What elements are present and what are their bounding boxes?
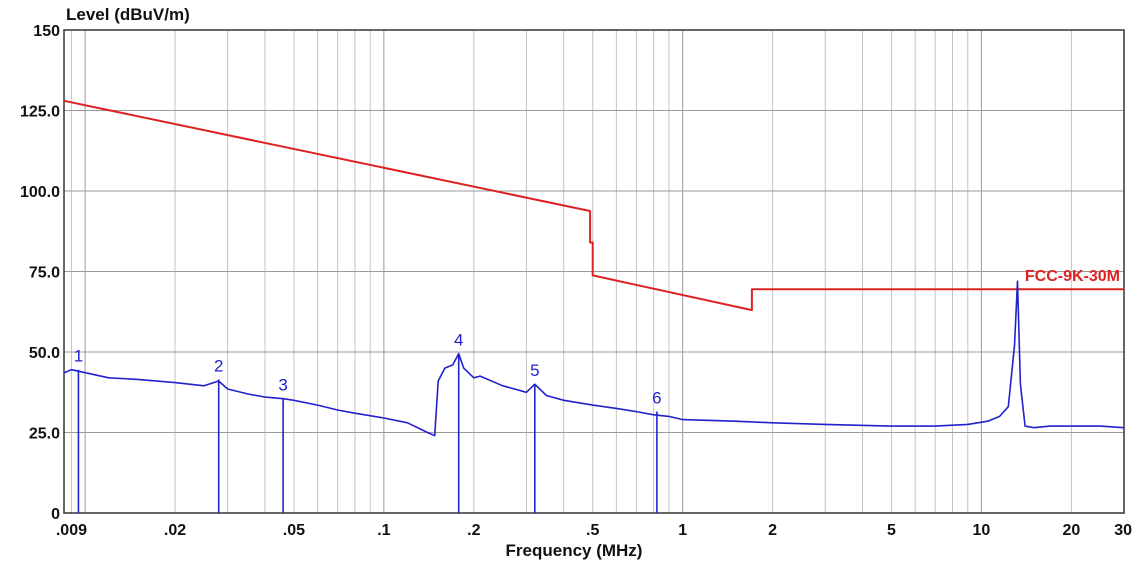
y-tick-label: 100.0 <box>20 184 60 201</box>
measurement-trace <box>63 280 1125 437</box>
marker-label: 5 <box>530 361 539 380</box>
y-tick-label: 75.0 <box>29 265 60 282</box>
marker-label: 3 <box>278 376 287 395</box>
x-tick-label: .05 <box>283 522 305 539</box>
y-tick-label: 0 <box>51 506 60 523</box>
y-tick-label: 150 <box>33 23 60 40</box>
x-tick-label: .2 <box>467 522 480 539</box>
y-axis-title: Level (dBuV/m) <box>66 5 190 24</box>
x-tick-labels: .009 .02 .05 .1 .2 .5 1 2 5 10 20 30 <box>56 522 1132 539</box>
marker-label: 4 <box>454 331 463 350</box>
marker-label: 2 <box>214 356 223 375</box>
y-tick-labels: 0 25.0 50.0 75.0 100.0 125.0 150 <box>20 23 60 523</box>
series-lines <box>63 99 1125 437</box>
plot-frame <box>63 29 1125 514</box>
x-tick-label: 10 <box>973 522 991 539</box>
limit-line-label: FCC-9K-30M <box>1025 268 1120 285</box>
y-tick-label: 50.0 <box>29 345 60 362</box>
x-tick-label: 2 <box>768 522 777 539</box>
x-tick-label: .02 <box>164 522 186 539</box>
x-tick-label: 30 <box>1114 522 1132 539</box>
limit-line <box>63 99 1124 312</box>
marker-label: 1 <box>74 347 83 366</box>
x-tick-label: 20 <box>1062 522 1080 539</box>
peak-markers: 1 2 3 4 5 6 <box>74 331 662 513</box>
y-tick-label: 125.0 <box>20 104 60 121</box>
x-axis-title: Frequency (MHz) <box>505 541 643 560</box>
y-tick-label: 25.0 <box>29 426 60 443</box>
x-tick-label: 5 <box>887 522 896 539</box>
x-tick-label: 1 <box>678 522 687 539</box>
x-tick-label: .1 <box>377 522 390 539</box>
grid-lines <box>64 29 1124 514</box>
marker-label: 6 <box>652 389 661 408</box>
x-tick-label: .009 <box>56 522 87 539</box>
x-tick-label: .5 <box>586 522 599 539</box>
